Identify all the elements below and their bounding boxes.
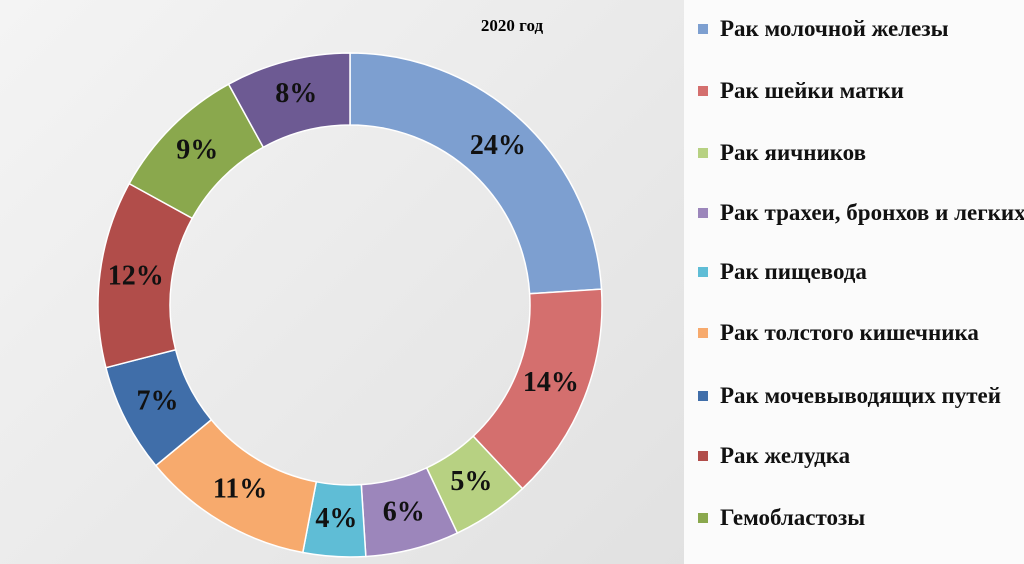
data-label: 11% <box>213 473 267 504</box>
data-label: 7% <box>137 385 179 416</box>
legend-swatch <box>698 148 708 158</box>
legend-swatch <box>698 208 708 218</box>
legend-item: Рак яичников <box>698 140 1024 166</box>
data-label: 14% <box>523 367 579 398</box>
legend-label: Рак желудка <box>720 443 851 468</box>
legend-label: Рак пищевода <box>720 259 867 284</box>
legend-label: Рак молочной железы <box>720 16 949 41</box>
data-label: 8% <box>275 78 317 109</box>
legend-item: Рак шейки матки <box>698 78 1024 104</box>
data-label: 5% <box>450 466 492 497</box>
data-label: 4% <box>315 503 357 534</box>
slice <box>349 52 603 295</box>
data-label: 9% <box>176 135 218 166</box>
legend-label: Гемобластозы <box>720 505 866 530</box>
legend-label: Рак шейки матки <box>720 78 904 103</box>
data-label: 6% <box>383 497 425 528</box>
legend-item: Рак трахеи, бронхов и легких <box>698 200 1024 226</box>
legend-item: Рак молочной железы <box>698 16 1024 42</box>
legend-item: Рак желудка <box>698 443 1024 469</box>
legend-item: Гемобластозы <box>698 505 1024 531</box>
legend-swatch <box>698 267 708 277</box>
legend-label: Рак мочевыводящих путей <box>720 383 1001 408</box>
legend-item: Рак мочевыводящих путей <box>698 383 1024 409</box>
legend-swatch <box>698 513 708 523</box>
legend-swatch <box>698 24 708 34</box>
data-label: 24% <box>470 130 526 161</box>
legend: Рак молочной железы Рак шейки матки Рак яи… <box>684 0 1024 564</box>
legend-label: Рак толстого кишечника <box>720 320 979 345</box>
chart-title: 2020 год <box>481 16 544 35</box>
legend-label: Рак трахеи, бронхов и легких <box>720 200 1024 225</box>
legend-item: Рак толстого кишечника <box>698 320 1024 346</box>
legend-swatch <box>698 451 708 461</box>
data-label: 12% <box>108 260 164 291</box>
plot: 2020 год 24% 14% 5% 6% 4% 11% 7% 12% 9% 8% <box>97 16 603 558</box>
legend-swatch <box>698 86 708 96</box>
legend-item: Рак пищевода <box>698 259 1024 285</box>
slice <box>227 52 351 149</box>
legend-swatch <box>698 328 708 338</box>
legend-swatch <box>698 391 708 401</box>
legend-label: Рак яичников <box>720 140 867 165</box>
